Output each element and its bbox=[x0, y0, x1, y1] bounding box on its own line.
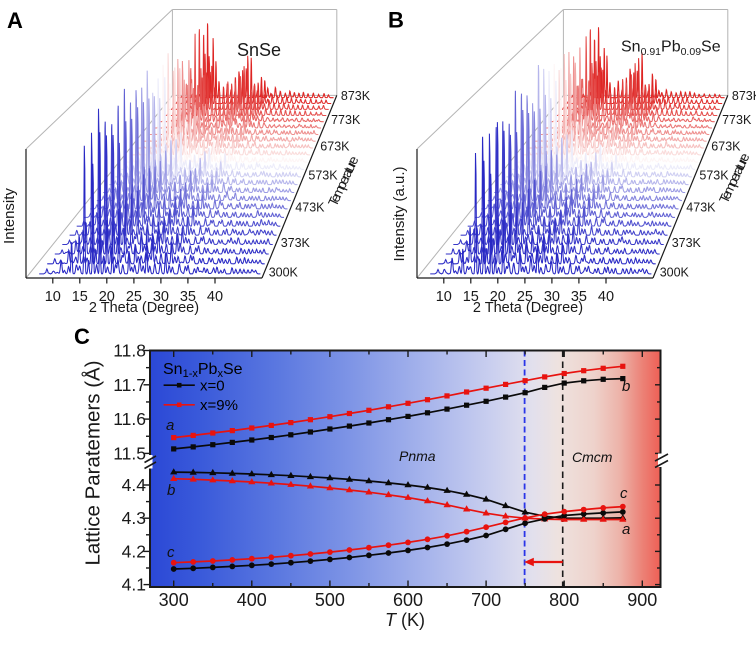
svg-text:4.3: 4.3 bbox=[122, 508, 146, 528]
svg-text:c: c bbox=[167, 544, 175, 561]
svg-text:11.6: 11.6 bbox=[113, 409, 146, 429]
svg-text:4.1: 4.1 bbox=[122, 575, 146, 595]
svg-text:300: 300 bbox=[159, 590, 189, 610]
svg-text:2 Theta (Degree): 2 Theta (Degree) bbox=[89, 300, 199, 316]
svg-text:Cmcm: Cmcm bbox=[572, 449, 613, 465]
svg-text:15: 15 bbox=[72, 289, 88, 305]
svg-text:30: 30 bbox=[544, 289, 560, 305]
svg-text:300K: 300K bbox=[269, 265, 299, 279]
svg-text:c: c bbox=[620, 485, 628, 502]
svg-text:373K: 373K bbox=[672, 236, 702, 250]
svg-text:Intensity: Intensity bbox=[1, 188, 18, 244]
svg-text:773K: 773K bbox=[722, 113, 752, 127]
svg-text:773K: 773K bbox=[331, 113, 361, 127]
svg-text:b: b bbox=[167, 482, 175, 499]
svg-text:b: b bbox=[622, 378, 630, 395]
svg-text:300K: 300K bbox=[660, 265, 690, 279]
svg-text:573K: 573K bbox=[699, 168, 729, 182]
svg-text:473K: 473K bbox=[295, 200, 325, 214]
svg-text:800: 800 bbox=[549, 590, 579, 610]
svg-text:873K: 873K bbox=[341, 89, 371, 103]
svg-text:Lattice Paratemers (Å): Lattice Paratemers (Å) bbox=[82, 360, 105, 565]
svg-text:30: 30 bbox=[153, 289, 169, 305]
svg-text:15: 15 bbox=[463, 289, 479, 305]
svg-text:2 Theta (Degree): 2 Theta (Degree) bbox=[473, 300, 583, 316]
svg-text:25: 25 bbox=[126, 289, 142, 305]
svg-text:500: 500 bbox=[315, 590, 345, 610]
svg-text:873K: 873K bbox=[732, 89, 756, 103]
svg-text:473K: 473K bbox=[686, 200, 716, 214]
svg-text:x=0: x=0 bbox=[200, 378, 225, 395]
svg-text:35: 35 bbox=[571, 289, 587, 305]
svg-text:C: C bbox=[74, 324, 90, 349]
svg-text:600: 600 bbox=[393, 590, 423, 610]
svg-text:10: 10 bbox=[436, 289, 452, 305]
svg-text:SnSe: SnSe bbox=[237, 40, 281, 60]
svg-text:B: B bbox=[388, 8, 404, 33]
svg-text:11.5: 11.5 bbox=[113, 443, 146, 463]
svg-text:573K: 573K bbox=[308, 168, 338, 182]
svg-text:11.7: 11.7 bbox=[113, 375, 146, 395]
svg-text:11.8: 11.8 bbox=[113, 341, 146, 361]
svg-text:400: 400 bbox=[237, 590, 267, 610]
svg-text:35: 35 bbox=[180, 289, 196, 305]
svg-text:A: A bbox=[7, 8, 23, 33]
svg-text:4.4: 4.4 bbox=[122, 475, 147, 495]
svg-text:Intensity (a.u.): Intensity (a.u.) bbox=[391, 166, 408, 261]
svg-text:373K: 373K bbox=[281, 236, 311, 250]
svg-text:a: a bbox=[622, 521, 630, 538]
svg-text:20: 20 bbox=[490, 289, 506, 305]
svg-text:x=9%: x=9% bbox=[200, 397, 238, 414]
svg-text:700: 700 bbox=[471, 590, 501, 610]
svg-text:T (K): T (K) bbox=[385, 610, 425, 630]
svg-text:10: 10 bbox=[45, 289, 61, 305]
svg-text:900: 900 bbox=[627, 590, 657, 610]
svg-text:Sn0.91Pb0.09Se: Sn0.91Pb0.09Se bbox=[621, 39, 721, 59]
svg-text:673K: 673K bbox=[711, 140, 741, 154]
svg-text:a: a bbox=[166, 417, 174, 434]
svg-text:4.2: 4.2 bbox=[122, 541, 146, 561]
svg-text:40: 40 bbox=[207, 289, 223, 305]
svg-text:Pnma: Pnma bbox=[399, 448, 436, 464]
svg-text:673K: 673K bbox=[320, 140, 350, 154]
svg-text:40: 40 bbox=[598, 289, 614, 305]
svg-text:25: 25 bbox=[517, 289, 533, 305]
svg-text:20: 20 bbox=[99, 289, 115, 305]
